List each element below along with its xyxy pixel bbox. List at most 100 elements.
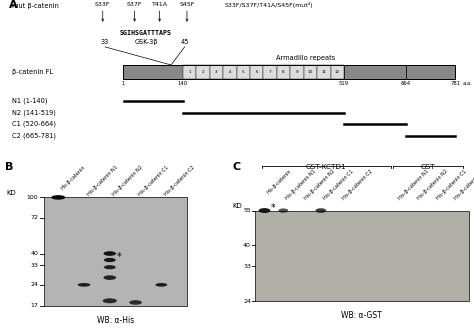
- Text: GST: GST: [421, 164, 436, 170]
- Text: His-β-catenin N2: His-β-catenin N2: [303, 168, 336, 201]
- Bar: [317, 65, 330, 79]
- Bar: [123, 65, 456, 79]
- Text: SGIHSGATTTAPS: SGIHSGATTTAPS: [120, 30, 172, 36]
- Text: Armadillo repeats: Armadillo repeats: [276, 55, 335, 61]
- Text: *: *: [271, 203, 276, 213]
- Text: KD: KD: [232, 203, 242, 209]
- Text: 5: 5: [242, 70, 245, 74]
- Text: 10: 10: [308, 70, 313, 74]
- Text: 519: 519: [339, 81, 349, 86]
- Ellipse shape: [104, 258, 116, 262]
- Bar: [304, 65, 317, 79]
- Text: 33: 33: [101, 39, 109, 45]
- Text: T41A: T41A: [152, 2, 168, 8]
- Text: 100: 100: [27, 195, 38, 200]
- Text: S45F: S45F: [179, 2, 195, 8]
- Text: 664: 664: [401, 81, 410, 86]
- Bar: [123, 65, 183, 79]
- Text: His-β-catenin N2: His-β-catenin N2: [416, 168, 449, 201]
- Bar: [210, 65, 223, 79]
- Ellipse shape: [78, 283, 91, 287]
- Text: 24: 24: [243, 298, 251, 304]
- Text: 24: 24: [30, 282, 38, 287]
- Bar: [183, 65, 196, 79]
- Text: 72: 72: [30, 215, 38, 220]
- Text: WB: α-His: WB: α-His: [97, 316, 134, 325]
- Text: β-catenin FL: β-catenin FL: [12, 69, 53, 75]
- Bar: [45, 197, 187, 306]
- Text: 4: 4: [228, 70, 231, 74]
- Bar: [344, 65, 406, 79]
- Bar: [250, 65, 264, 79]
- Text: 2: 2: [201, 70, 204, 74]
- Text: His-β-catenin N1: His-β-catenin N1: [284, 168, 317, 201]
- Text: 781: 781: [450, 81, 460, 86]
- Text: C1 (520-664): C1 (520-664): [12, 121, 56, 127]
- Ellipse shape: [104, 265, 116, 269]
- Text: 33: 33: [30, 263, 38, 268]
- Text: 1: 1: [188, 70, 191, 74]
- Ellipse shape: [51, 195, 65, 200]
- Text: 11: 11: [321, 70, 326, 74]
- Text: 45: 45: [181, 39, 189, 45]
- Text: KD: KD: [7, 190, 17, 196]
- Ellipse shape: [103, 251, 116, 256]
- Text: WB: α-GST: WB: α-GST: [341, 311, 382, 320]
- Text: S33F: S33F: [95, 2, 110, 8]
- Text: GSK-3β: GSK-3β: [134, 39, 158, 45]
- Text: S37F: S37F: [127, 2, 142, 8]
- Text: 9: 9: [296, 70, 298, 74]
- Bar: [330, 65, 344, 79]
- Bar: [183, 65, 344, 79]
- Text: N2 (141-519): N2 (141-519): [12, 110, 55, 116]
- Text: mut β-catenin: mut β-catenin: [12, 3, 59, 9]
- Text: 40: 40: [30, 251, 38, 256]
- Ellipse shape: [278, 209, 288, 213]
- Ellipse shape: [316, 208, 326, 213]
- Text: His-β-catenin C1: His-β-catenin C1: [322, 168, 355, 201]
- Text: 8: 8: [282, 70, 285, 74]
- Text: 55: 55: [243, 208, 251, 213]
- Text: a.a.: a.a.: [462, 81, 472, 86]
- Bar: [264, 65, 277, 79]
- Text: His-β-catenin C2: His-β-catenin C2: [164, 164, 195, 197]
- Ellipse shape: [155, 283, 167, 287]
- Text: His-β-catenin C1: His-β-catenin C1: [435, 168, 467, 201]
- Ellipse shape: [259, 208, 270, 213]
- Text: 1: 1: [121, 81, 125, 86]
- Text: C2 (665-781): C2 (665-781): [12, 133, 56, 139]
- Text: A: A: [9, 0, 18, 10]
- Text: His-β-catenin N2: His-β-catenin N2: [112, 164, 144, 197]
- Bar: [237, 65, 250, 79]
- Text: *: *: [117, 252, 122, 262]
- Text: His-β-catenin: His-β-catenin: [266, 168, 292, 195]
- Text: His-β-catenin: His-β-catenin: [60, 164, 87, 191]
- Text: C: C: [232, 162, 240, 172]
- Bar: [196, 65, 210, 79]
- Text: His-β-catenin C2: His-β-catenin C2: [454, 168, 474, 201]
- Text: His-β-catenin N1: His-β-catenin N1: [86, 164, 118, 197]
- Text: GST-KCTD1: GST-KCTD1: [306, 164, 346, 170]
- Text: 33: 33: [243, 264, 251, 269]
- Text: 7: 7: [269, 70, 272, 74]
- Text: His-β-catenin C1: His-β-catenin C1: [137, 164, 170, 197]
- Ellipse shape: [103, 298, 117, 303]
- Text: 17: 17: [30, 303, 38, 309]
- Text: B: B: [5, 162, 13, 172]
- Bar: [406, 65, 456, 79]
- Bar: [290, 65, 304, 79]
- Bar: [255, 211, 469, 301]
- Text: 3: 3: [215, 70, 218, 74]
- Text: 6: 6: [255, 70, 258, 74]
- Bar: [277, 65, 290, 79]
- Ellipse shape: [129, 300, 142, 305]
- Text: N1 (1-140): N1 (1-140): [12, 98, 47, 104]
- Text: His-β-catenin N1: His-β-catenin N1: [397, 168, 430, 201]
- Text: 12: 12: [335, 70, 340, 74]
- Text: S33F/S37F/T41A/S45F(mut⁴): S33F/S37F/T41A/S45F(mut⁴): [225, 2, 313, 9]
- Bar: [223, 65, 237, 79]
- Ellipse shape: [103, 275, 116, 280]
- Text: 40: 40: [243, 243, 251, 248]
- Text: 140: 140: [178, 81, 188, 86]
- Text: His-β-catenin C2: His-β-catenin C2: [341, 168, 373, 201]
